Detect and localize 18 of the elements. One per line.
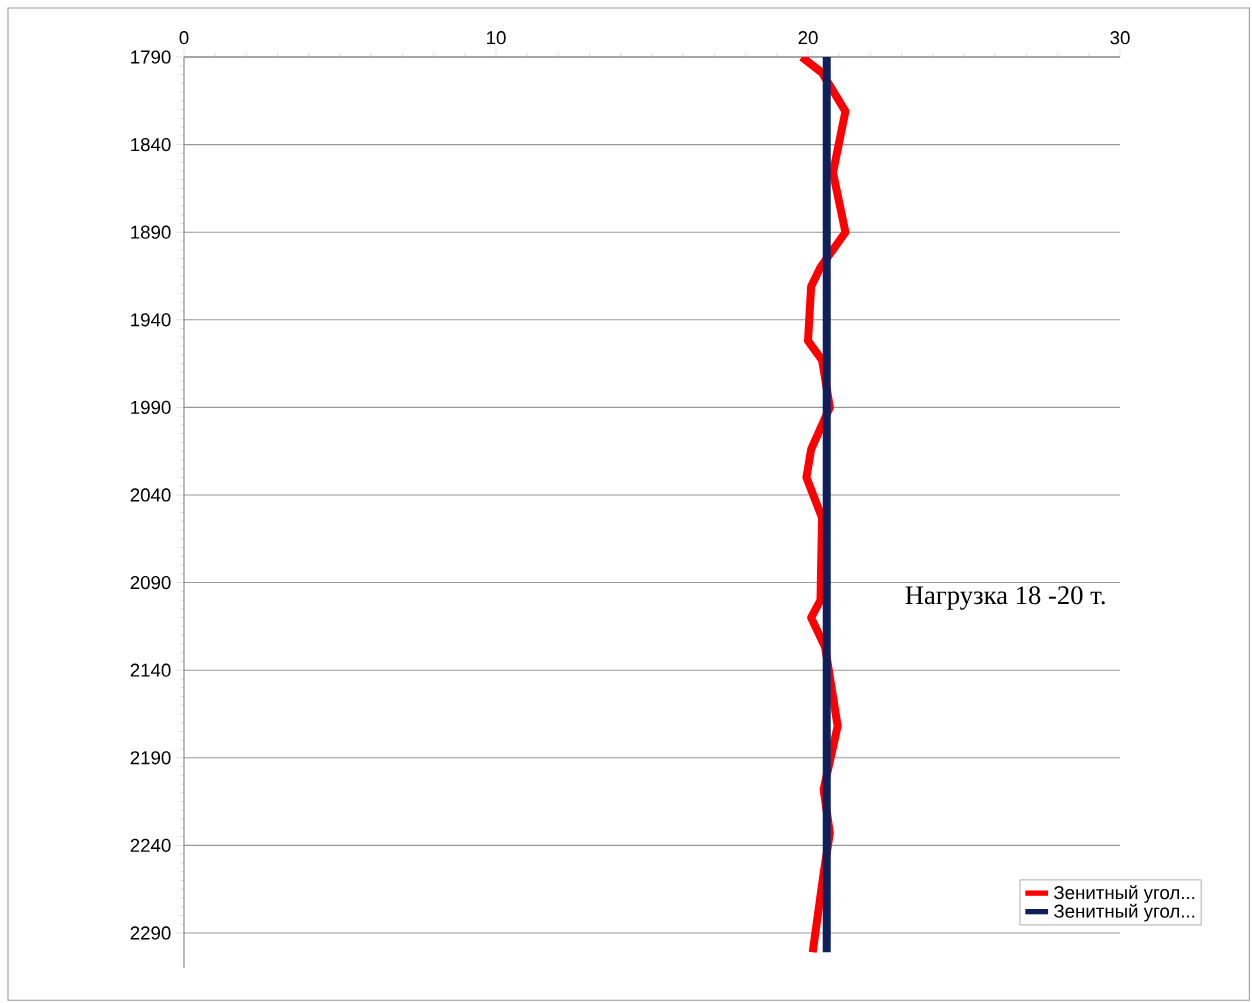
x-tick-label: 20 [798,31,818,45]
y-tick-label: 2040 [130,488,171,502]
y-tick-label: 2140 [130,663,171,677]
x-tick-label: 30 [1110,31,1130,45]
y-tick-label: 2190 [130,751,171,765]
y-tick-label: 2290 [130,926,171,940]
x-tick-label: 0 [179,31,189,45]
legend-label: Зенитный угол... [1054,903,1195,922]
y-tick-label: 1890 [131,225,171,239]
y-tick-label: 1790 [131,50,171,64]
y-tick-label: 1840 [131,137,171,152]
y-tick-label: 2090 [130,575,171,590]
x-tick-label: 10 [487,31,506,45]
legend-label: Зенитный угол... [1054,885,1195,903]
y-tick-label: 1990 [131,400,171,415]
y-tick-label: 2240 [130,838,171,852]
annotation: Нагрузка 18 -20 т. [905,586,1105,610]
y-tick-label: 1940 [131,313,171,327]
